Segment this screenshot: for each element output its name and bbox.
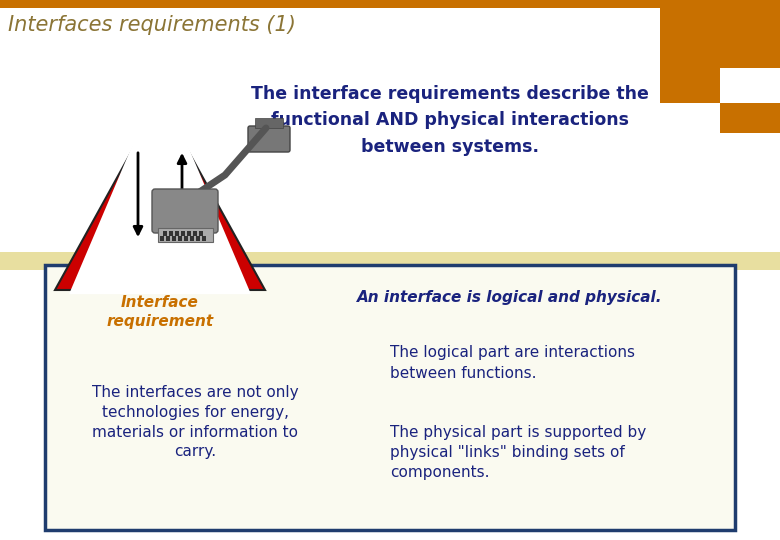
Text: Interface
requirement: Interface requirement [106,295,214,329]
Bar [160,236,164,241]
Bar [184,236,188,241]
Text: The logical part are interactions
between functions.: The logical part are interactions betwee… [390,345,635,381]
Text: The interfaces are not only
technologies for energy,
materials or information to: The interfaces are not only technologies… [92,385,298,460]
Bar [0,252,780,270]
Bar [199,231,203,236]
FancyBboxPatch shape [45,265,735,530]
Bar [196,236,200,241]
Bar [187,231,191,236]
Bar [169,231,173,236]
Text: The interface requirements describe the
functional AND physical interactions
bet: The interface requirements describe the … [251,85,649,156]
Bar [0,0,780,8]
Bar [193,231,197,236]
Bar [172,236,176,241]
Bar [720,103,780,133]
Bar [202,236,206,241]
Polygon shape [55,100,265,290]
Bar [158,228,213,242]
FancyBboxPatch shape [248,126,290,152]
FancyBboxPatch shape [152,189,218,233]
Text: The physical part is supported by
physical "links" binding sets of
components.: The physical part is supported by physic… [390,425,647,480]
Bar [163,231,167,236]
Bar [181,231,185,236]
Bar [660,8,780,103]
Bar [178,236,182,241]
Bar [190,236,194,241]
Bar [720,68,780,103]
Text: Interfaces requirements (1): Interfaces requirements (1) [8,15,296,35]
Bar [255,118,283,128]
Polygon shape [69,80,251,294]
Bar [166,236,170,241]
Text: An interface is logical and physical.: An interface is logical and physical. [357,290,663,305]
Bar [175,231,179,236]
